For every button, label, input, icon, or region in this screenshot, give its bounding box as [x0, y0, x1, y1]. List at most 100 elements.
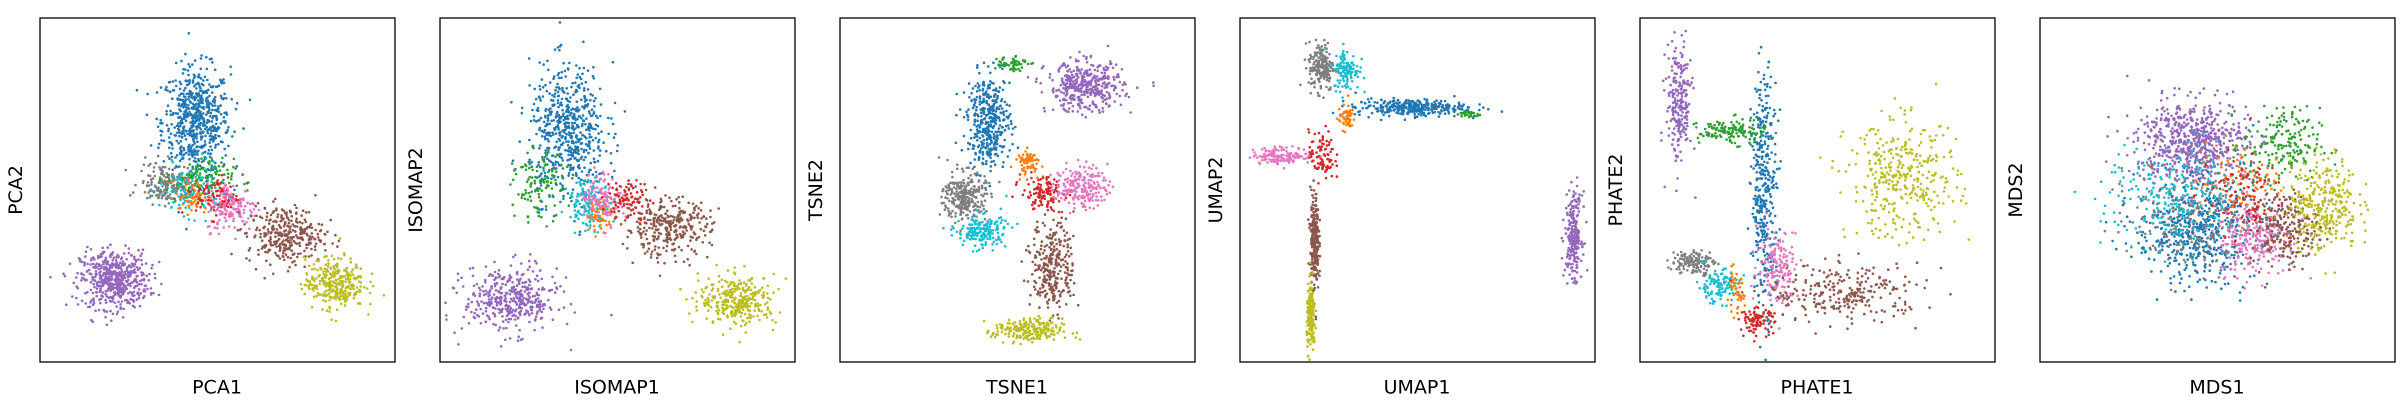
- scatter-point-brown: [285, 215, 289, 219]
- scatter-point-purple: [95, 266, 99, 269]
- scatter-point-green: [513, 214, 516, 217]
- scatter-point-brown: [619, 222, 623, 226]
- scatter-point-olive: [349, 273, 352, 277]
- scatter-point-brown: [288, 228, 292, 231]
- scatter-point-purple: [129, 298, 133, 301]
- scatter-point-olive: [302, 255, 306, 258]
- scatter-point-green: [189, 174, 193, 178]
- scatter-point-olive: [737, 282, 741, 286]
- scatter-point-brown: [263, 235, 266, 238]
- scatter-point-purple: [1086, 95, 1090, 98]
- scatter-point-green: [539, 199, 542, 202]
- scatter-point-blue: [176, 131, 179, 134]
- scatter-point-blue: [211, 115, 215, 118]
- scatter-point-brown: [331, 242, 334, 245]
- scatter-point-orange: [186, 213, 190, 217]
- scatter-point-cyan: [201, 176, 204, 180]
- scatter-point-olive: [331, 284, 334, 288]
- scatter-point-purple: [569, 348, 573, 352]
- scatter-point-olive: [740, 299, 743, 303]
- scatter-point-green: [179, 182, 182, 186]
- scatter-point-cyan: [214, 197, 218, 201]
- scatter-point-pink: [226, 187, 229, 190]
- scatter-point-purple: [104, 292, 107, 296]
- scatter-point-purple: [140, 258, 143, 262]
- scatter-point-brown: [657, 246, 661, 249]
- scatter-point-orange: [592, 224, 596, 228]
- scatter-point-red: [220, 173, 224, 177]
- scatter-point-purple: [554, 291, 557, 294]
- scatter-point-purple: [461, 285, 465, 288]
- scatter-point-purple: [93, 258, 96, 261]
- scatter-point-brown: [644, 232, 647, 236]
- scatter-point-purple: [111, 282, 114, 286]
- scatter-point-purple: [1078, 95, 1081, 99]
- scatter-point-purple: [1072, 94, 1076, 98]
- scatter-point-pink: [204, 199, 208, 202]
- scatter-point-blue: [186, 83, 189, 87]
- scatter-point-olive: [766, 296, 770, 300]
- scatter-point-green: [527, 178, 530, 181]
- scatter-point-green: [551, 169, 554, 173]
- scatter-point-purple: [123, 262, 127, 265]
- scatter-point-cyan: [195, 173, 199, 176]
- scatter-point-purple: [1100, 89, 1103, 92]
- scatter-point-brown: [313, 245, 317, 248]
- scatter-point-blue: [581, 114, 585, 117]
- scatter-point-brown: [658, 218, 661, 221]
- scatter-point-blue: [530, 165, 534, 168]
- scatter-point-purple: [99, 275, 103, 278]
- scatter-point-olive: [332, 257, 336, 261]
- scatter-point-olive: [307, 264, 311, 268]
- scatter-point-purple: [109, 309, 112, 313]
- scatter-point-brown: [296, 242, 299, 246]
- scatter-point-purple: [1034, 80, 1038, 83]
- scatter-point-gray: [164, 192, 167, 196]
- scatter-point-purple: [137, 248, 140, 252]
- scatter-point-brown: [236, 228, 240, 232]
- scatter-point-brown: [698, 221, 701, 224]
- scatter-point-pink: [251, 201, 254, 205]
- scatter-point-brown: [673, 238, 677, 241]
- scatter-point-blue: [587, 151, 590, 155]
- scatter-point-blue: [157, 142, 161, 146]
- scatter-point-brown: [665, 249, 668, 253]
- scatter-point-purple: [113, 270, 117, 273]
- scatter-point-purple: [1109, 62, 1113, 66]
- scatter-point-pink: [221, 210, 224, 214]
- scatter-point-purple: [139, 254, 142, 258]
- scatter-point-gray: [182, 165, 186, 169]
- scatter-point-olive: [310, 267, 314, 271]
- scatter-point-blue: [217, 84, 221, 87]
- scatter-point-purple: [547, 298, 550, 302]
- scatter-point-purple: [152, 291, 155, 295]
- scatter-point-purple: [1068, 68, 1071, 71]
- scatter-point-blue: [211, 61, 214, 64]
- scatter-point-olive: [355, 266, 359, 269]
- scatter-point-green: [537, 193, 541, 196]
- scatter-point-olive: [723, 301, 727, 304]
- scatter-point-purple: [508, 274, 511, 277]
- scatter-point-olive: [358, 301, 362, 305]
- scatter-point-purple: [1093, 92, 1097, 95]
- scatter-point-purple: [493, 270, 497, 274]
- scatter-point-purple: [122, 282, 125, 286]
- scatter-point-blue: [208, 155, 212, 158]
- scatter-point-blue: [187, 143, 191, 147]
- scatter-point-red: [216, 203, 220, 206]
- scatter-point-brown: [314, 248, 317, 252]
- scatter-point-blue: [196, 140, 199, 143]
- scatter-point-blue: [159, 134, 163, 137]
- scatter-point-brown: [293, 203, 297, 207]
- scatter-point-olive: [354, 291, 358, 294]
- scatter-point-blue: [538, 61, 541, 64]
- scatter-point-purple: [95, 287, 99, 290]
- scatter-point-gray: [149, 194, 152, 198]
- scatter-point-green: [545, 184, 549, 187]
- scatter-point-blue: [578, 166, 581, 170]
- scatter-point-gray: [164, 176, 167, 179]
- scatter-point-purple: [93, 279, 97, 283]
- scatter-point-blue: [554, 88, 557, 92]
- scatter-point-brown: [310, 232, 314, 235]
